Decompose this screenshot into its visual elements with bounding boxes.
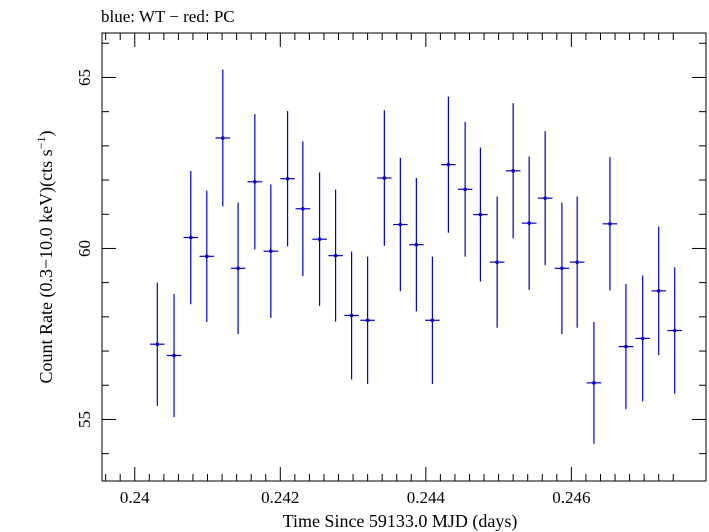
point-marker xyxy=(188,235,193,240)
y-axis-label-superscript: −1 xyxy=(34,137,48,150)
y-tick-label: 65 xyxy=(75,69,94,86)
plot-frame xyxy=(101,32,707,482)
point-marker xyxy=(640,336,645,341)
point-marker xyxy=(543,196,547,200)
point-marker xyxy=(575,260,579,264)
point-marker xyxy=(414,242,419,247)
point-marker xyxy=(511,169,515,173)
data-point xyxy=(505,103,521,239)
data-point xyxy=(489,196,505,328)
data-point xyxy=(360,256,375,384)
data-point xyxy=(328,189,343,322)
y-tick-label: 55 xyxy=(75,411,94,428)
data-point xyxy=(554,202,570,334)
data-point xyxy=(295,141,311,277)
data-point xyxy=(586,321,602,444)
data-point xyxy=(280,110,295,247)
point-marker xyxy=(204,254,209,259)
data-point xyxy=(635,275,650,402)
point-marker xyxy=(269,249,273,253)
point-marker xyxy=(592,381,596,385)
point-marker xyxy=(155,342,160,347)
data-point xyxy=(441,96,456,233)
point-marker xyxy=(624,344,628,349)
point-marker xyxy=(463,187,467,192)
point-marker xyxy=(382,176,387,180)
data-point xyxy=(473,147,488,282)
data-point xyxy=(651,226,666,356)
point-marker xyxy=(333,253,338,258)
data-point xyxy=(537,131,553,266)
data-point xyxy=(602,157,618,291)
data-point xyxy=(569,196,585,328)
data-point xyxy=(409,178,424,312)
point-marker xyxy=(608,222,612,226)
y-axis-label: Count Rate (0.3−10.0 keV)(cts s−1) xyxy=(34,131,57,384)
data-point xyxy=(199,190,215,322)
axis-ticks xyxy=(102,33,706,481)
point-marker xyxy=(172,353,176,358)
chart-title: blue: WT − red: PC xyxy=(101,7,235,26)
point-marker xyxy=(285,176,290,181)
point-marker xyxy=(349,313,354,318)
point-marker xyxy=(253,179,257,184)
x-tick-label: 0.246 xyxy=(552,488,590,507)
point-marker xyxy=(495,260,499,264)
point-marker xyxy=(446,162,451,167)
y-tick-label: 60 xyxy=(75,240,94,257)
x-axis-label: Time Since 59133.0 MJD (days) xyxy=(283,511,518,532)
data-point xyxy=(263,184,279,318)
data-point xyxy=(457,121,473,257)
point-marker xyxy=(527,221,531,225)
point-marker xyxy=(301,206,305,211)
data-point xyxy=(618,284,634,410)
axis-tick-labels: 0.24 0.242 0.244 0.246 55 60 65 xyxy=(75,69,590,507)
point-marker xyxy=(317,237,322,242)
point-marker xyxy=(430,318,435,323)
y-axis-label-main: Count Rate (0.3−10.0 keV)(cts s xyxy=(36,149,57,383)
data-point xyxy=(215,69,231,207)
x-tick-label: 0.24 xyxy=(120,488,150,507)
point-marker xyxy=(365,318,370,323)
data-point xyxy=(393,157,408,292)
point-marker xyxy=(221,136,225,140)
data-point xyxy=(230,202,246,334)
point-marker xyxy=(478,212,483,217)
y-axis-label-close: ) xyxy=(36,131,57,137)
data-point xyxy=(166,293,182,418)
point-marker xyxy=(672,328,677,333)
data-point xyxy=(150,282,165,406)
data-point xyxy=(521,156,537,290)
data-point xyxy=(344,251,359,380)
data-point xyxy=(312,172,327,306)
data-point xyxy=(183,170,199,305)
x-tick-label: 0.244 xyxy=(407,488,446,507)
point-marker xyxy=(236,266,240,271)
data-point xyxy=(667,267,682,394)
point-marker xyxy=(560,266,564,271)
data-point xyxy=(247,114,263,250)
data-points xyxy=(150,69,682,444)
data-point xyxy=(425,256,440,384)
data-point xyxy=(377,110,392,246)
point-marker xyxy=(398,222,403,227)
point-marker xyxy=(656,289,661,293)
x-tick-label: 0.242 xyxy=(261,488,299,507)
